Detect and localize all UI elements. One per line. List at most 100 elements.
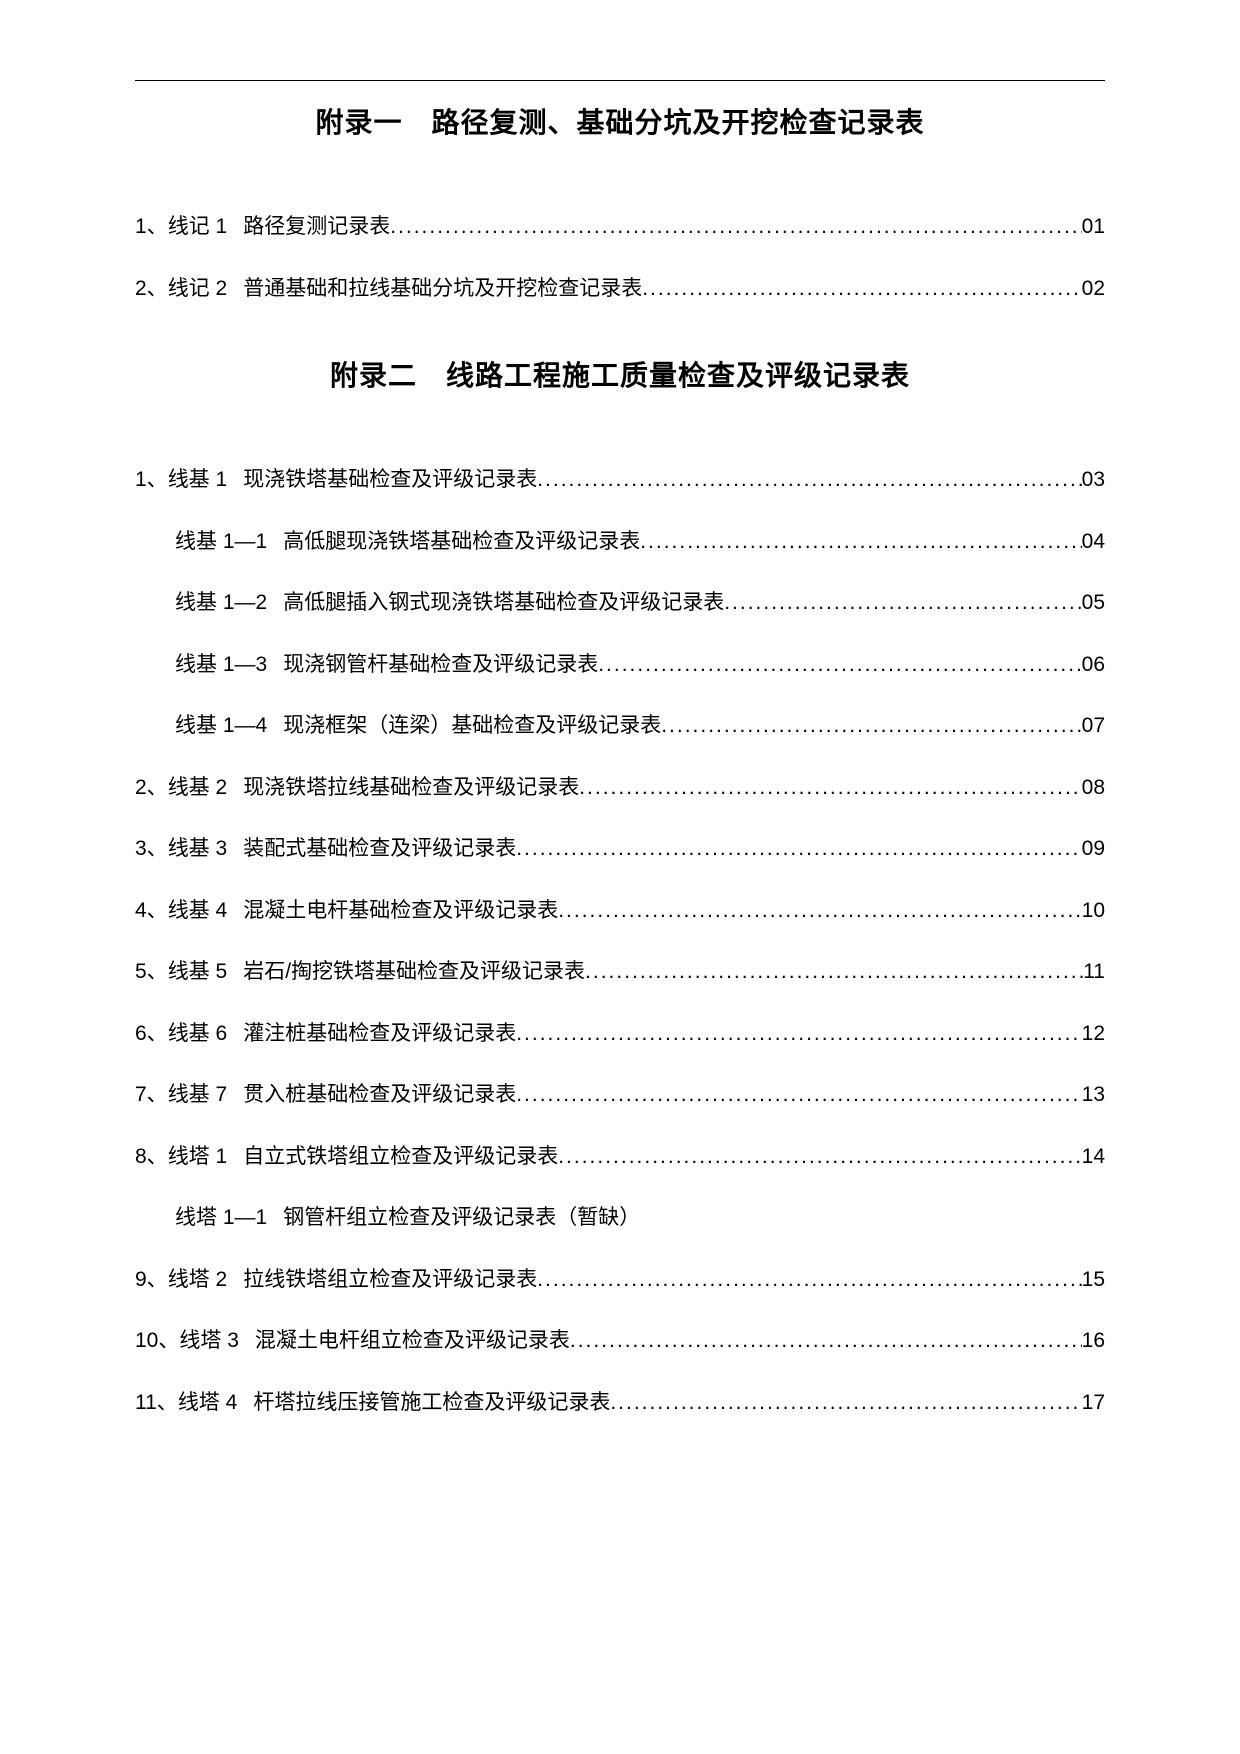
toc-entry-page: 17 [1082, 1387, 1105, 1419]
toc-entry: 线塔 1—1 钢管杆组立检查及评级记录表（暂缺） [135, 1202, 1105, 1234]
section-1-toc: 1、线记 1 路径复测记录表...........................… [135, 211, 1105, 304]
toc-entry-label: 线基 7 [168, 1079, 228, 1111]
toc-dots: ........................................… [724, 587, 1081, 619]
toc-entry: 9、线塔 2 拉线铁塔组立检查及评级记录表....................… [135, 1264, 1105, 1296]
section-2-title: 附录二 线路工程施工质量检查及评级记录表 [135, 354, 1105, 394]
toc-entry: 线基 1—4 现浇框架（连梁）基础检查及评级记录表................… [135, 710, 1105, 742]
toc-entry: 5、线基 5 岩石/掏挖铁塔基础检查及评级记录表.................… [135, 956, 1105, 988]
toc-entry-label: 线基 4 [168, 895, 228, 927]
toc-entry-prefix: 4、 [135, 895, 168, 927]
toc-entry-page: 08 [1082, 772, 1105, 804]
toc-entry-label: 线基 3 [168, 833, 228, 865]
toc-entry-title: 杆塔拉线压接管施工检查及评级记录表 [253, 1387, 610, 1419]
toc-entry-title: 高低腿插入钢式现浇铁塔基础检查及评级记录表 [283, 587, 724, 619]
toc-dots: ........................................… [390, 211, 1081, 243]
toc-entry: 11、线塔 4 杆塔拉线压接管施工检查及评级记录表................… [135, 1387, 1105, 1419]
toc-entry-prefix: 2、 [135, 273, 168, 305]
toc-entry-label: 线基 1—4 [175, 710, 267, 742]
toc-entry-title: 混凝土电杆基础检查及评级记录表 [243, 895, 558, 927]
toc-entry-prefix: 6、 [135, 1018, 168, 1050]
toc-entry-title: 装配式基础检查及评级记录表 [243, 833, 516, 865]
toc-entry: 线基 1—2 高低腿插入钢式现浇铁塔基础检查及评级记录表.............… [135, 587, 1105, 619]
toc-dots: ........................................… [558, 1141, 1081, 1173]
toc-entry-label: 线基 6 [168, 1018, 228, 1050]
toc-entry-prefix: 2、 [135, 772, 168, 804]
toc-entry-page: 02 [1082, 273, 1105, 305]
toc-entry-label: 线塔 3 [179, 1325, 239, 1357]
toc-entry-prefix: 5、 [135, 956, 168, 988]
toc-entry: 4、线基 4 混凝土电杆基础检查及评级记录表...................… [135, 895, 1105, 927]
toc-entry-label: 线基 1—2 [175, 587, 267, 619]
toc-entry-page: 12 [1082, 1018, 1105, 1050]
toc-entry: 2、线记 2 普通基础和拉线基础分坑及开挖检查记录表...............… [135, 273, 1105, 305]
toc-dots: ........................................… [537, 464, 1081, 496]
toc-entry-title: 现浇框架（连梁）基础检查及评级记录表 [283, 710, 661, 742]
toc-dots: ........................................… [585, 956, 1083, 988]
toc-entry-title: 现浇铁塔基础检查及评级记录表 [243, 464, 537, 496]
toc-entry-title: 钢管杆组立检查及评级记录表（暂缺） [283, 1202, 640, 1234]
toc-entry-title: 岩石/掏挖铁塔基础检查及评级记录表 [243, 956, 585, 988]
toc-entry-label: 线基 1—3 [175, 649, 267, 681]
toc-entry: 3、线基 3装配式基础检查及评级记录表.....................… [135, 833, 1105, 865]
toc-entry-prefix: 9、 [135, 1264, 168, 1296]
toc-entry-page: 16 [1082, 1325, 1105, 1357]
toc-entry: 线基 1—1 高低腿现浇铁塔基础检查及评级记录表.................… [135, 526, 1105, 558]
toc-entry-label: 线基 1—1 [175, 526, 267, 558]
toc-entry-page: 10 [1082, 895, 1105, 927]
toc-entry-label: 线记 2 [168, 273, 228, 305]
toc-entry-page: 09 [1082, 833, 1105, 865]
toc-entry-label: 线基 1 [168, 464, 228, 496]
toc-entry-title: 灌注桩基础检查及评级记录表 [243, 1018, 516, 1050]
toc-entry-page: 11 [1083, 956, 1105, 988]
toc-entry: 10、线塔 3 混凝土电杆组立检查及评级记录表..................… [135, 1325, 1105, 1357]
toc-entry: 2、线基 2 现浇铁塔拉线基础检查及评级记录表..................… [135, 772, 1105, 804]
toc-entry: 7、线基 7 贯入桩基础检查及评级记录表.....................… [135, 1079, 1105, 1111]
toc-entry-prefix: 1、 [135, 464, 168, 496]
toc-entry-prefix: 10、 [135, 1325, 179, 1357]
toc-entry-label: 线塔 2 [168, 1264, 228, 1296]
toc-entry-page: 06 [1082, 649, 1105, 681]
toc-entry-page: 03 [1082, 464, 1105, 496]
toc-entry-title: 路径复测记录表 [243, 211, 390, 243]
toc-entry-label: 线塔 4 [178, 1387, 238, 1419]
toc-entry-page: 05 [1082, 587, 1105, 619]
toc-entry-page: 01 [1082, 211, 1105, 243]
toc-entry-title: 现浇铁塔拉线基础检查及评级记录表 [243, 772, 579, 804]
toc-dots: ........................................… [516, 1018, 1081, 1050]
toc-dots: ........................................… [598, 649, 1081, 681]
toc-dots: ........................................… [610, 1387, 1081, 1419]
toc-dots: ........................................… [640, 526, 1081, 558]
toc-dots: ........................................… [537, 1264, 1081, 1296]
toc-entry-prefix: 1、 [135, 211, 168, 243]
document-page: 附录一 路径复测、基础分坑及开挖检查记录表 1、线记 1路径复测记录表.....… [0, 0, 1240, 1528]
toc-entry-title: 贯入桩基础检查及评级记录表 [243, 1079, 516, 1111]
toc-entry-label: 线基 2 [168, 772, 228, 804]
toc-entry-title: 混凝土电杆组立检查及评级记录表 [255, 1325, 570, 1357]
toc-entry-title: 高低腿现浇铁塔基础检查及评级记录表 [283, 526, 640, 558]
toc-dots: ........................................… [516, 1079, 1081, 1111]
toc-entry-title: 普通基础和拉线基础分坑及开挖检查记录表 [243, 273, 642, 305]
toc-entry-prefix: 8、 [135, 1141, 168, 1173]
toc-dots: ........................................… [661, 710, 1081, 742]
toc-entry-title: 拉线铁塔组立检查及评级记录表 [243, 1264, 537, 1296]
toc-entry: 1、线记 1 路径复测记录表...........................… [135, 211, 1105, 243]
toc-entry-prefix: 11、 [135, 1387, 178, 1419]
toc-dots: ........................................… [642, 273, 1081, 305]
toc-entry-label: 线记 1 [168, 211, 228, 243]
toc-entry-label: 线塔 1—1 [175, 1202, 267, 1234]
toc-entry-page: 13 [1082, 1079, 1105, 1111]
toc-entry-title: 现浇钢管杆基础检查及评级记录表 [283, 649, 598, 681]
toc-dots: ........................................… [558, 895, 1081, 927]
toc-entry-page: 04 [1082, 526, 1105, 558]
toc-entry-prefix: 7、 [135, 1079, 168, 1111]
toc-dots: ........................................… [579, 772, 1081, 804]
toc-entry: 6、线基 6 灌注桩基础检查及评级记录表.....................… [135, 1018, 1105, 1050]
top-border-line [135, 80, 1105, 81]
toc-entry: 线基 1—3 现浇钢管杆基础检查及评级记录表...................… [135, 649, 1105, 681]
toc-dots: ........................................… [570, 1325, 1082, 1357]
toc-entry-page: 07 [1082, 710, 1105, 742]
toc-entry: 1、线基 1 现浇铁塔基础检查及评级记录表....................… [135, 464, 1105, 496]
toc-dots: ........................................… [516, 833, 1081, 865]
section-1-title: 附录一 路径复测、基础分坑及开挖检查记录表 [135, 101, 1105, 141]
toc-entry-label: 线基 5 [168, 956, 228, 988]
